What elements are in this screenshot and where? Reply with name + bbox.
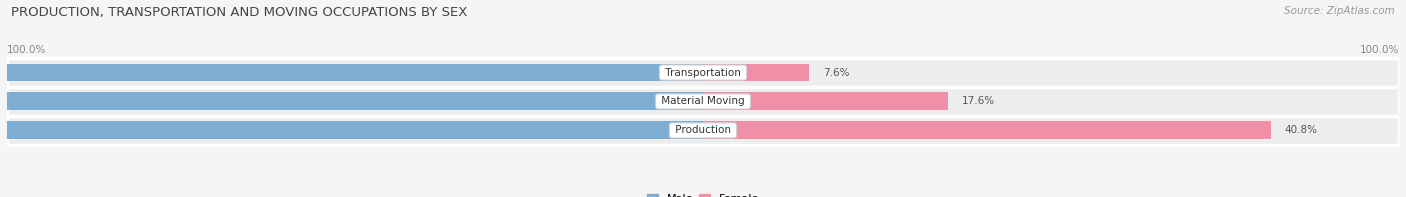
Bar bbox=[0, 92, 703, 111]
Text: Production: Production bbox=[672, 125, 734, 135]
Bar bbox=[7, 87, 1399, 116]
Bar bbox=[703, 121, 1271, 139]
Text: Source: ZipAtlas.com: Source: ZipAtlas.com bbox=[1284, 6, 1395, 16]
Bar bbox=[7, 58, 1399, 87]
Bar bbox=[7, 116, 1399, 145]
Bar bbox=[703, 92, 948, 111]
Text: 40.8%: 40.8% bbox=[1285, 125, 1317, 135]
Bar bbox=[703, 64, 808, 82]
Bar bbox=[0, 121, 703, 139]
Legend: Male, Female: Male, Female bbox=[643, 190, 763, 197]
Text: 17.6%: 17.6% bbox=[962, 97, 995, 106]
Text: PRODUCTION, TRANSPORTATION AND MOVING OCCUPATIONS BY SEX: PRODUCTION, TRANSPORTATION AND MOVING OC… bbox=[11, 6, 468, 19]
Bar bbox=[0, 64, 703, 82]
Text: Transportation: Transportation bbox=[662, 68, 744, 78]
Text: Material Moving: Material Moving bbox=[658, 97, 748, 106]
Text: 100.0%: 100.0% bbox=[7, 45, 46, 55]
Text: 7.6%: 7.6% bbox=[823, 68, 849, 78]
Text: 100.0%: 100.0% bbox=[1360, 45, 1399, 55]
